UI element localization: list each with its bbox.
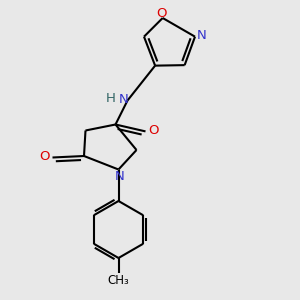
Text: N: N [115,169,125,183]
Text: O: O [149,124,159,137]
Text: N: N [197,29,206,42]
Text: O: O [39,149,49,163]
Text: H: H [106,92,116,105]
Text: O: O [156,7,166,20]
Text: CH₃: CH₃ [108,274,129,287]
Text: N: N [119,93,129,106]
